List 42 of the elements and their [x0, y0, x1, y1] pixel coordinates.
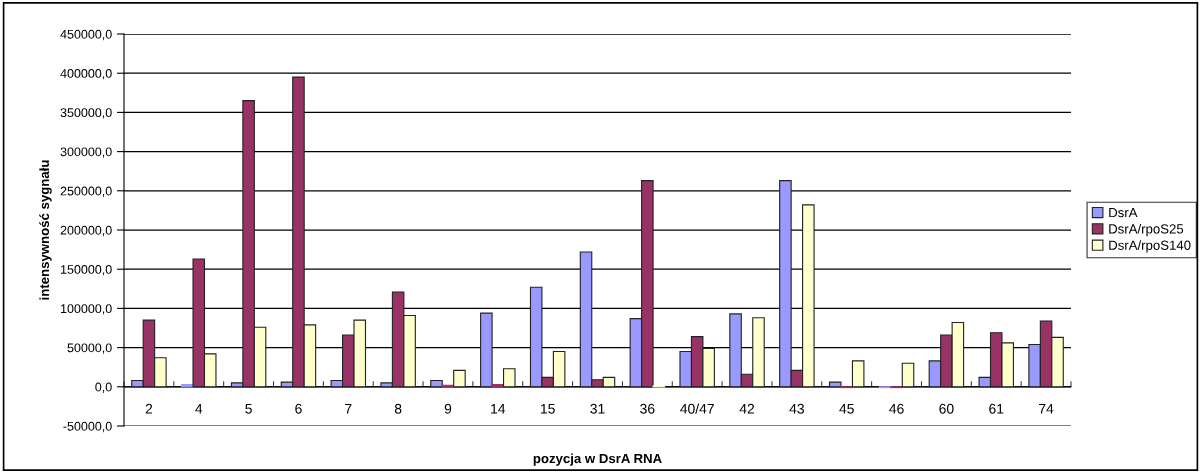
x-tick-label: 8	[394, 403, 402, 414]
x-tick-label: 36	[640, 403, 655, 414]
y-tick-label: 350000,0	[60, 108, 112, 119]
x-tick-label: 4	[195, 403, 203, 414]
x-axis-title: pozycja w DsrA RNA	[533, 453, 662, 466]
y-tick-label: 0,0	[95, 382, 112, 393]
bar	[851, 360, 865, 388]
y-tick-label: 400000,0	[60, 69, 112, 80]
bar	[502, 368, 516, 388]
y-tick-label: -50000,0	[63, 421, 112, 433]
x-tick-label: 14	[491, 403, 506, 414]
x-tick-label: 31	[590, 403, 605, 414]
x-tick-label: 40/47	[680, 403, 714, 414]
y-tick-label: 150000,0	[61, 265, 112, 276]
bar	[828, 381, 842, 388]
x-tick-label: 6	[295, 403, 302, 414]
x-tick-label: 7	[345, 403, 352, 414]
y-tick-label: 100000,0	[61, 304, 112, 315]
x-tick-label: 15	[540, 403, 555, 414]
x-tick-label: 74	[1039, 403, 1054, 414]
y-tick-label: 250000,0	[60, 186, 112, 197]
legend-label: DsrA/rpoS140	[1109, 240, 1191, 253]
bar	[480, 312, 493, 388]
legend-label: DsrA/rpoS25	[1109, 223, 1184, 237]
x-tick-label: 60	[939, 403, 954, 414]
x-tick-label: 42	[739, 403, 755, 414]
x-tick-label: 2	[145, 403, 153, 414]
y-tick-label: 450000,0	[60, 29, 112, 41]
x-tick-label: 5	[245, 403, 252, 414]
x-tick-label: 43	[789, 403, 804, 414]
x-tick-label: 46	[889, 403, 904, 414]
bar	[453, 369, 466, 388]
y-tick-label: 200000,0	[60, 225, 112, 237]
y-tick-label: 300000,0	[60, 147, 112, 158]
x-tick-label: 45	[839, 403, 854, 414]
y-tick-label: 50000,0	[67, 343, 112, 354]
y-axis-title: intensywność sygnału	[39, 160, 52, 300]
x-tick-label: 9	[444, 403, 452, 414]
legend-label: DsrA	[1109, 208, 1138, 218]
bar	[901, 362, 915, 388]
bar	[430, 379, 443, 388]
x-tick-label: 61	[989, 403, 1004, 414]
